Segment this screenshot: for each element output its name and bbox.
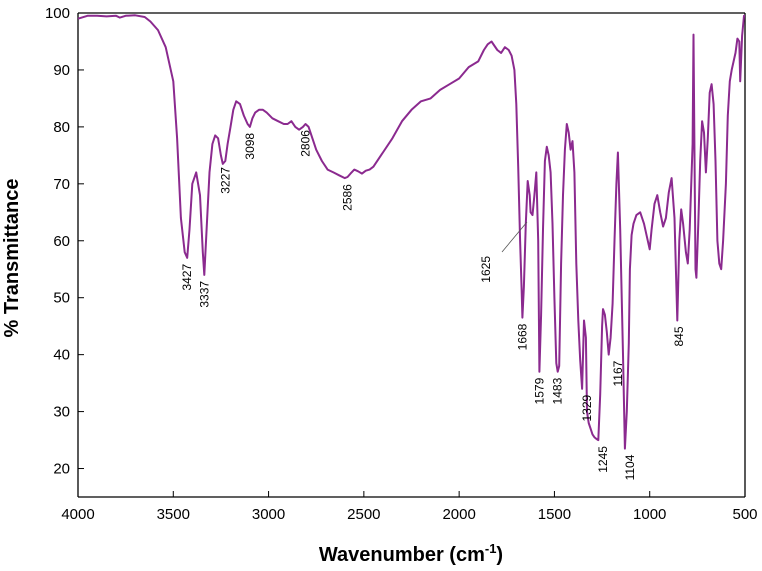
peak-label-1483: 1483 [551, 377, 565, 404]
peak-leader-1625 [501, 221, 528, 253]
x-tick-label: 1500 [538, 506, 571, 523]
peak-label-3098: 3098 [243, 133, 257, 160]
peak-label-3337: 3337 [197, 281, 211, 308]
y-tick-label: 30 [53, 404, 70, 421]
y-tick-label: 70 [53, 176, 70, 193]
peak-label-3227: 3227 [218, 167, 232, 194]
x-tick-label: 1000 [633, 506, 666, 523]
peak-label-1104: 1104 [623, 454, 637, 480]
plot-frame [77, 12, 746, 498]
peak-label-2806: 2806 [299, 130, 313, 157]
x-tick-label: 2500 [347, 506, 380, 523]
peak-label-1245: 1245 [596, 446, 610, 473]
y-tick-label: 40 [53, 347, 70, 364]
x-tick-label: 4000 [61, 506, 94, 523]
x-tick-label: 3500 [157, 506, 190, 523]
peak-label-3427: 3427 [180, 264, 194, 291]
y-tick-label: 60 [53, 233, 70, 250]
x-axis-title: Wavenumber (cm-1) [319, 541, 503, 566]
peak-label-1579: 1579 [532, 377, 546, 404]
peak-label-845: 845 [672, 326, 686, 346]
y-tick-label: 100 [45, 5, 70, 22]
x-ticks: 4000 3500 3000 2500 2000 1500 1000 500 [61, 491, 758, 523]
y-axis-title: % Transmittance [1, 179, 23, 338]
x-tick-label: 500 [732, 506, 757, 523]
spectrum-line [77, 14, 745, 450]
peak-label-1329: 1329 [580, 394, 594, 421]
y-tick-label: 20 [53, 461, 70, 478]
peak-label-1668: 1668 [515, 323, 529, 350]
peak-label-2586: 2586 [340, 184, 354, 211]
peak-label-1625: 1625 [479, 256, 493, 283]
x-tick-label: 2000 [442, 506, 475, 523]
y-tick-label: 90 [53, 62, 70, 79]
y-tick-label: 50 [53, 290, 70, 307]
y-ticks: 20 30 40 50 60 70 80 90 100 [45, 5, 84, 478]
y-tick-label: 80 [53, 119, 70, 136]
peak-label-1167: 1167 [611, 360, 625, 386]
x-tick-label: 3000 [252, 506, 285, 523]
